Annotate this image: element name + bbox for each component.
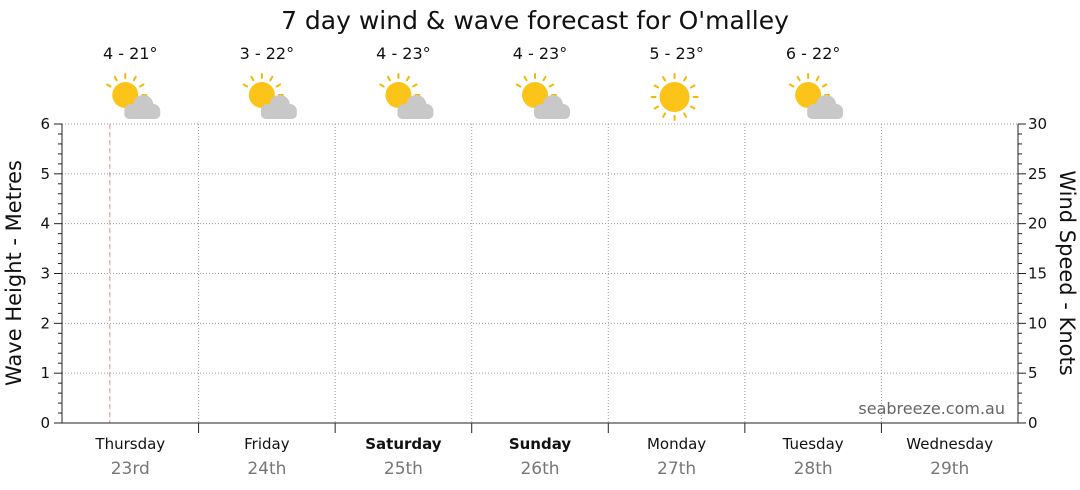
sun-ray: [683, 76, 688, 82]
watermark-text: seabreeze.com.au: [858, 399, 1005, 418]
sun-disc: [385, 82, 412, 108]
sun-ray: [113, 75, 118, 82]
day-name-label: Monday: [647, 435, 706, 453]
partly-cloudy-icon: [515, 73, 570, 119]
right-tick-label: 15: [1028, 265, 1047, 283]
day-name-label: Wednesday: [906, 435, 993, 453]
day-date-label: 29th: [930, 459, 969, 479]
day-date-label: 26th: [520, 459, 559, 479]
sun-ray: [242, 83, 249, 88]
right-tick-label: 20: [1028, 215, 1047, 233]
day-temperature-range: 4 - 21°: [103, 44, 157, 63]
sun-ray: [386, 75, 391, 82]
sun-ray: [379, 83, 385, 88]
sun-ray: [662, 76, 667, 82]
sun-ray: [132, 75, 137, 82]
right-axis-label: Wind Speed - Knots: [1055, 170, 1079, 375]
sun-ray: [523, 75, 528, 82]
cloud-shape: [124, 95, 161, 119]
sun-ray: [690, 105, 696, 110]
x-axis: Thursday 23rd Friday 24th Saturday 25th Sunday…: [62, 422, 1018, 479]
sun-disc: [112, 82, 139, 108]
sun-ray: [412, 83, 418, 88]
sun-ray: [139, 83, 145, 88]
day-date-label: 24th: [247, 459, 286, 479]
day-date-label: 25th: [384, 459, 423, 479]
day-date-label: 23rd: [111, 459, 150, 479]
day-name-label: Sunday: [509, 435, 572, 453]
right-tick-label: 25: [1028, 165, 1047, 183]
day-name-label: Tuesday: [782, 435, 844, 453]
day-name-label: Friday: [244, 435, 290, 453]
left-tick-label: 3: [40, 265, 50, 283]
sun-ray: [821, 83, 828, 88]
partly-cloudy-icon: [106, 73, 161, 119]
left-tick-label: 6: [40, 115, 50, 133]
day-temperature-range: 4 - 23°: [513, 44, 567, 63]
left-tick-label: 4: [40, 215, 50, 233]
right-tick-label: 5: [1028, 364, 1038, 382]
sun-ray: [690, 84, 696, 89]
sun-ray: [275, 83, 282, 88]
left-tick-label: 0: [40, 414, 50, 432]
sun-ray: [106, 83, 112, 88]
sun-disc: [659, 82, 690, 112]
sun-ray: [683, 112, 688, 118]
daily-weather-icons: [106, 73, 844, 121]
partly-cloudy-icon: [242, 73, 297, 119]
day-temperature-range: 3 - 22°: [240, 44, 294, 63]
chart-grid: [62, 123, 1018, 423]
left-tick-label: 5: [40, 165, 50, 183]
sun-ray: [250, 75, 255, 82]
sun-disc: [248, 82, 275, 108]
sun-ray: [269, 75, 274, 82]
cloud-shape: [397, 95, 434, 119]
partly-cloudy-icon: [788, 73, 844, 119]
sun-ray: [788, 83, 795, 88]
sun-ray: [653, 84, 660, 89]
left-y-axis: 0 1 2 3 4 5 6: [40, 115, 63, 432]
cloud-shape: [260, 95, 297, 119]
sun-disc: [522, 82, 548, 108]
day-date-label: 27th: [657, 459, 696, 479]
sun-ray: [542, 75, 547, 82]
right-y-axis: 0 5 10 15 20 25 30: [1017, 115, 1047, 432]
sun-ray: [662, 112, 667, 118]
sun-ray: [653, 105, 660, 110]
day-temperature-range: 6 - 22°: [786, 44, 840, 63]
day-temperature-range: 4 - 23°: [376, 44, 430, 63]
daily-temperature-row: 4 - 21° 3 - 22° 4 - 23° 4 - 23° 5 - 23° 6 - 2…: [103, 44, 840, 63]
partly-cloudy-icon: [379, 73, 434, 119]
right-tick-label: 0: [1028, 414, 1038, 432]
left-tick-label: 1: [40, 364, 50, 382]
cloud-shape: [534, 95, 570, 119]
left-tick-label: 2: [40, 314, 50, 332]
sun-icon: [650, 73, 699, 121]
sun-ray: [548, 83, 555, 88]
sun-ray: [515, 83, 522, 88]
chart-title: 7 day wind & wave forecast for O'malley: [281, 6, 789, 35]
sun-ray: [796, 75, 801, 82]
day-temperature-range: 5 - 23°: [649, 44, 703, 63]
day-name-label: Thursday: [94, 435, 165, 453]
right-tick-label: 30: [1028, 115, 1047, 133]
day-name-label: Saturday: [365, 435, 442, 453]
right-tick-label: 10: [1028, 314, 1047, 332]
left-axis-label: Wave Height - Metres: [2, 160, 26, 386]
day-date-label: 28th: [794, 459, 833, 479]
sun-ray: [815, 75, 820, 82]
sun-disc: [795, 82, 822, 108]
cloud-shape: [807, 95, 844, 119]
sun-ray: [405, 75, 410, 82]
